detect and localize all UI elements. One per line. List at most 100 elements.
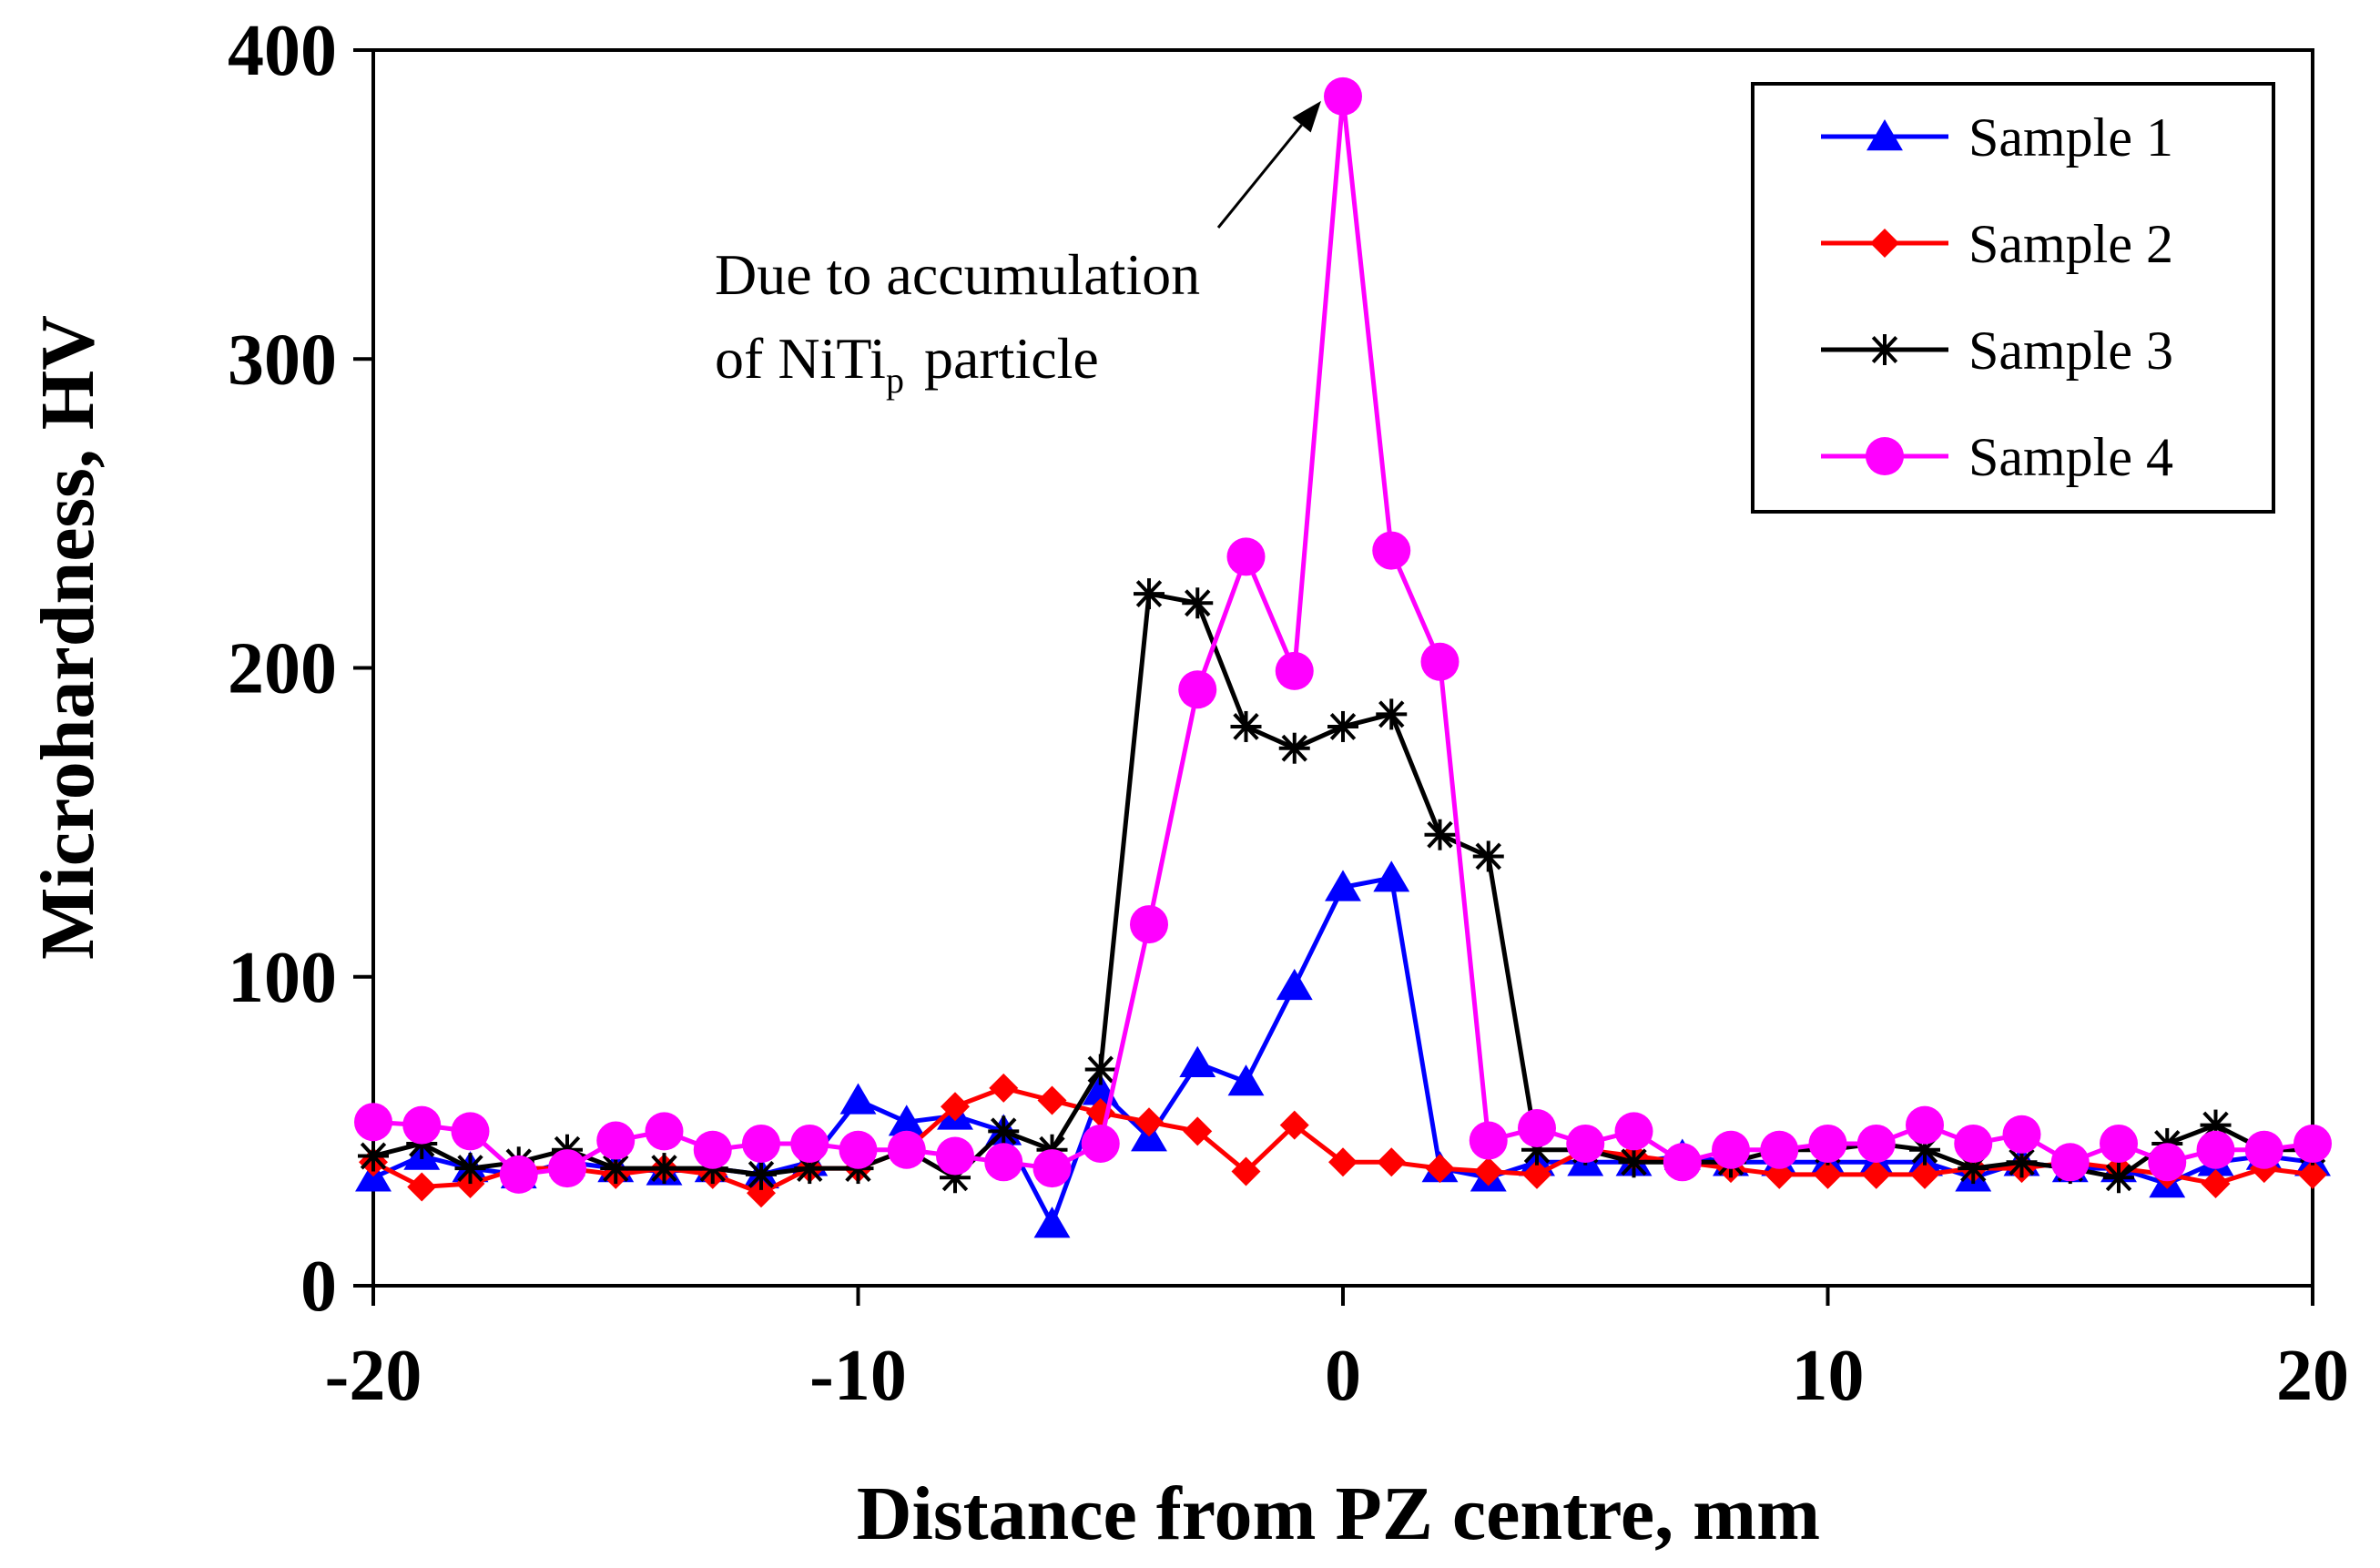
marker-diamond [1910, 1159, 1939, 1189]
marker-triangle [1276, 968, 1313, 1001]
marker-circle [1275, 651, 1314, 690]
x-tick-label: 0 [1325, 1336, 1361, 1416]
marker-circle [839, 1130, 878, 1169]
marker-circle [1566, 1124, 1605, 1163]
marker-asterisk [1869, 334, 1900, 365]
marker-diamond [1134, 1107, 1164, 1137]
marker-triangle [888, 1105, 925, 1136]
marker-asterisk [988, 1115, 1020, 1147]
marker-asterisk [1424, 819, 1456, 850]
marker-circle [2148, 1143, 2187, 1182]
legend-item-2: Sample 2 [1821, 214, 2173, 274]
marker-circle [2100, 1124, 2138, 1163]
marker-circle [1663, 1143, 1702, 1182]
marker-triangle [1325, 870, 1361, 901]
legend-item-3: Sample 3 [1821, 321, 2173, 381]
marker-circle [2294, 1124, 2332, 1163]
legend-label: Sample 3 [1968, 321, 2173, 381]
marker-circle [402, 1105, 442, 1145]
x-axis-title: Distance from PZ centre, mm [857, 1471, 1820, 1556]
legend-label: Sample 4 [1968, 427, 2173, 487]
marker-diamond [2201, 1169, 2231, 1199]
marker-diamond [989, 1073, 1019, 1103]
marker-triangle [1033, 1207, 1071, 1238]
y-tick-label: 400 [228, 11, 337, 91]
marker-diamond [1425, 1154, 1455, 1184]
marker-triangle [1179, 1045, 1216, 1077]
marker-diamond [2298, 1159, 2327, 1189]
marker-asterisk [1230, 710, 1262, 742]
marker-circle [1866, 437, 1904, 475]
marker-circle [2050, 1143, 2090, 1182]
marker-circle [1032, 1149, 1072, 1188]
marker-circle [1226, 537, 1266, 576]
x-tick-label: -20 [325, 1336, 422, 1416]
marker-diamond [1377, 1147, 1407, 1177]
marker-asterisk [1278, 732, 1310, 764]
marker-asterisk [1327, 710, 1358, 742]
marker-circle [548, 1149, 586, 1188]
marker-circle [1081, 1124, 1120, 1163]
annotation-arrow [1216, 124, 1303, 229]
marker-circle [1469, 1121, 1508, 1160]
marker-circle [984, 1143, 1023, 1182]
marker-asterisk [1618, 1146, 1650, 1178]
y-axis-title: Microhardness, HV [25, 315, 110, 960]
annotation-line-2-suffix: particle [924, 326, 1099, 391]
marker-diamond [1473, 1156, 1503, 1186]
y-tick-label: 100 [228, 938, 337, 1018]
marker-triangle [1373, 860, 1410, 892]
annotation-line-2-subscript: p [886, 360, 904, 401]
marker-circle [1906, 1105, 1944, 1145]
marker-circle [2244, 1130, 2283, 1169]
marker-asterisk [1134, 578, 1165, 610]
marker-asterisk [2103, 1162, 2134, 1194]
marker-circle [1954, 1124, 1993, 1163]
annotation: Due to accumulation of NiTip particle [715, 100, 1321, 401]
x-tick-label: -10 [809, 1336, 907, 1416]
marker-circle [499, 1155, 538, 1194]
marker-circle [645, 1112, 684, 1151]
marker-circle [451, 1112, 490, 1151]
marker-diamond [1328, 1147, 1358, 1177]
marker-triangle [1866, 119, 1903, 151]
legend: Sample 1 Sample 2 Sample 3 Sample 4 [1751, 82, 2275, 514]
marker-circle [790, 1124, 829, 1163]
y-tick-label: 200 [228, 629, 337, 709]
annotation-line-2: of NiTip particle [715, 326, 1099, 401]
marker-circle [596, 1121, 636, 1160]
marker-diamond [1870, 229, 1899, 258]
marker-diamond [1861, 1159, 1891, 1189]
marker-circle [742, 1124, 780, 1163]
marker-diamond [1813, 1159, 1843, 1189]
marker-asterisk [1182, 587, 1214, 619]
marker-circle [1372, 531, 1411, 570]
marker-circle [1856, 1124, 1896, 1163]
marker-diamond [747, 1178, 776, 1208]
x-tick-label: 20 [2276, 1336, 2349, 1416]
marker-diamond [1231, 1156, 1261, 1186]
marker-circle [2002, 1115, 2041, 1154]
marker-asterisk [1084, 1054, 1116, 1085]
marker-circle [354, 1103, 392, 1142]
marker-asterisk [358, 1140, 389, 1172]
x-tick-label: 10 [1792, 1336, 1865, 1416]
y-tick-label: 0 [300, 1247, 337, 1327]
marker-diamond [1522, 1159, 1551, 1189]
marker-circle [1130, 905, 1168, 944]
marker-circle [693, 1130, 732, 1169]
marker-circle [1324, 76, 1362, 116]
annotation-line-2-prefix: of NiTi [715, 326, 886, 391]
marker-diamond [1183, 1116, 1213, 1146]
marker-asterisk [454, 1153, 486, 1185]
marker-circle [1518, 1108, 1556, 1147]
marker-asterisk [1472, 840, 1504, 872]
annotation-line-1: Due to accumulation [715, 242, 1200, 307]
marker-diamond [1279, 1110, 1309, 1140]
annotation-arrowhead [1292, 100, 1321, 133]
legend-item-4: Sample 4 [1821, 427, 2173, 487]
legend-label: Sample 2 [1968, 214, 2173, 274]
marker-diamond [941, 1092, 970, 1122]
